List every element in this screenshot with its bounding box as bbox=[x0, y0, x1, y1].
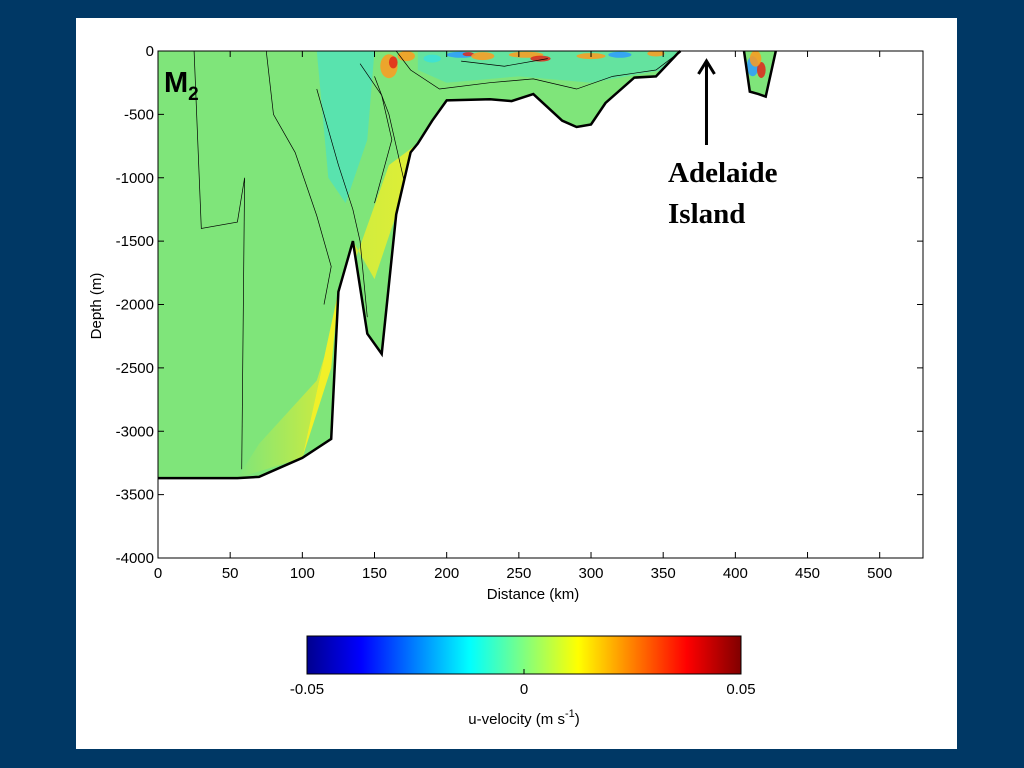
x-tick-label: 350 bbox=[651, 565, 676, 582]
velocity-patch bbox=[749, 51, 762, 67]
colorbar-label: u-velocity (m s-1) bbox=[468, 708, 579, 728]
y-tick-label: -500 bbox=[124, 106, 154, 123]
velocity-patch bbox=[423, 54, 441, 63]
velocity-patch bbox=[471, 52, 495, 61]
adelaide-island-annotation: Adelaide Island bbox=[668, 58, 778, 230]
y-tick-label: -3000 bbox=[116, 423, 154, 440]
velocity-contours bbox=[193, 51, 678, 470]
velocity-patch bbox=[757, 62, 766, 79]
x-tick-label: 300 bbox=[579, 565, 604, 582]
x-tick-label: 150 bbox=[362, 565, 387, 582]
x-tick-label: 400 bbox=[723, 565, 748, 582]
colorbar-label-close: ) bbox=[575, 711, 580, 728]
y-tick-label: 0 bbox=[146, 43, 154, 60]
panel-title-subscript: 2 bbox=[188, 84, 199, 105]
velocity-patch bbox=[608, 51, 632, 58]
upper-cyan-region bbox=[316, 51, 375, 204]
colorbar-gradient bbox=[306, 635, 742, 675]
y-axis-label: Depth (m) bbox=[88, 273, 105, 340]
velocity-patch bbox=[388, 56, 398, 69]
x-axis-label: Distance (km) bbox=[487, 586, 580, 603]
field-background bbox=[158, 51, 776, 479]
colorbar-label-main: u-velocity (m s bbox=[468, 711, 565, 728]
x-tick-label: 0 bbox=[154, 565, 162, 582]
colorbar-tick-label: -0.05 bbox=[290, 681, 324, 698]
colorbar: -0.05 0 0.05 u-velocity (m s-1) bbox=[290, 635, 756, 728]
x-axis-ticks: 0 50 100 150 200 250 300 350 400 450 500 bbox=[154, 51, 892, 582]
velocity-field bbox=[158, 51, 776, 479]
colorbar-tick-label: 0.05 bbox=[726, 681, 755, 698]
contour-line bbox=[461, 58, 548, 67]
y-axis-ticks: 0 -500 -1000 -1500 -2000 -2500 -3000 -3500 -4000 bbox=[116, 43, 923, 567]
bathymetry-line bbox=[158, 50, 682, 480]
x-tick-label: 50 bbox=[222, 565, 239, 582]
slide-panel: 0 50 100 150 200 250 300 350 400 450 500 0 -500 -100… bbox=[76, 18, 957, 749]
x-tick-label: 250 bbox=[506, 565, 531, 582]
x-tick-label: 200 bbox=[434, 565, 459, 582]
colorbar-label-superscript: -1 bbox=[565, 708, 575, 720]
contour-line bbox=[193, 51, 245, 470]
y-tick-label: -2500 bbox=[116, 360, 154, 377]
y-tick-label: -1500 bbox=[116, 233, 154, 250]
y-tick-label: -1000 bbox=[116, 170, 154, 187]
y-tick-label: -4000 bbox=[116, 550, 154, 567]
arrow-head bbox=[697, 58, 716, 75]
colorbar-ticks: -0.05 0 0.05 bbox=[290, 669, 756, 698]
x-tick-label: 100 bbox=[290, 565, 315, 582]
annotation-line1: Adelaide bbox=[668, 157, 778, 189]
velocity-patch bbox=[647, 51, 665, 57]
contour-line bbox=[395, 51, 678, 90]
colorbar-tick-label: 0 bbox=[520, 681, 528, 698]
trench-line bbox=[742, 50, 778, 99]
contour-line bbox=[265, 51, 332, 305]
y-tick-label: -3500 bbox=[116, 487, 154, 504]
x-tick-label: 450 bbox=[795, 565, 820, 582]
velocity-section-chart: 0 50 100 150 200 250 300 350 400 450 500 0-500-100… bbox=[88, 43, 924, 728]
x-tick-label: 500 bbox=[867, 565, 892, 582]
velocity-patch bbox=[462, 52, 475, 57]
panel-title-main: M bbox=[164, 67, 188, 99]
contour-line bbox=[359, 63, 393, 204]
annotation-line2: Island bbox=[668, 198, 745, 230]
velocity-patch bbox=[530, 55, 551, 62]
slope-intensification-region bbox=[237, 143, 418, 479]
panel-title: M2 bbox=[164, 67, 199, 105]
contour-line bbox=[316, 88, 368, 318]
y-tick-label: -2000 bbox=[116, 297, 154, 314]
